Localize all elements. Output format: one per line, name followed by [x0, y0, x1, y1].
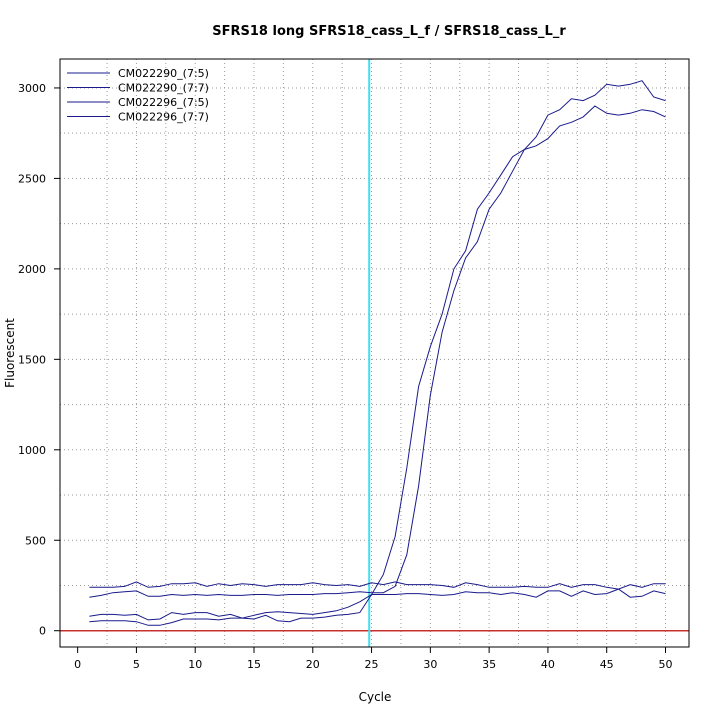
y-axis: 0 500 1000 1500 2000 2500 3000: [18, 82, 60, 638]
y-tick-label: 2500: [18, 172, 46, 185]
x-tick-label: 20: [306, 658, 320, 671]
legend-label: CM022290_(7:5): [118, 67, 209, 80]
x-tick-label: 40: [541, 658, 555, 671]
legend-label: CM022290_(7:7): [118, 82, 209, 95]
x-tick-label: 25: [365, 658, 379, 671]
series-lines: [89, 80, 666, 626]
y-tick-label: 0: [39, 625, 46, 638]
x-tick-label: 5: [133, 658, 140, 671]
series-line: [89, 80, 666, 598]
y-tick-label: 500: [25, 534, 46, 547]
x-tick-label: 45: [600, 658, 614, 671]
x-tick-label: 10: [188, 658, 202, 671]
series-line: [89, 105, 666, 621]
x-tick-label: 15: [247, 658, 261, 671]
legend: CM022290_(7:5)CM022290_(7:7)CM022296_(7:…: [67, 67, 209, 124]
reference-lines: [60, 59, 689, 647]
y-axis-label: Fluorescent: [3, 318, 17, 388]
chart-title: SFRS18 long SFRS18_cass_L_f / SFRS18_cas…: [212, 24, 566, 39]
x-tick-label: 0: [74, 658, 81, 671]
y-tick-label: 1000: [18, 444, 46, 457]
legend-label: CM022296_(7:7): [118, 111, 209, 124]
legend-label: CM022296_(7:5): [118, 96, 209, 109]
y-tick-label: 2000: [18, 263, 46, 276]
x-tick-label: 50: [658, 658, 672, 671]
y-tick-label: 1500: [18, 353, 46, 366]
x-tick-label: 30: [423, 658, 437, 671]
series-line: [89, 588, 666, 626]
x-tick-label: 35: [482, 658, 496, 671]
grid: [60, 59, 689, 647]
y-tick-label: 3000: [18, 82, 46, 95]
x-axis-label: Cycle: [359, 690, 392, 704]
x-axis: 0 5 10 15 20 25 30 35 40 45 50: [74, 646, 672, 671]
